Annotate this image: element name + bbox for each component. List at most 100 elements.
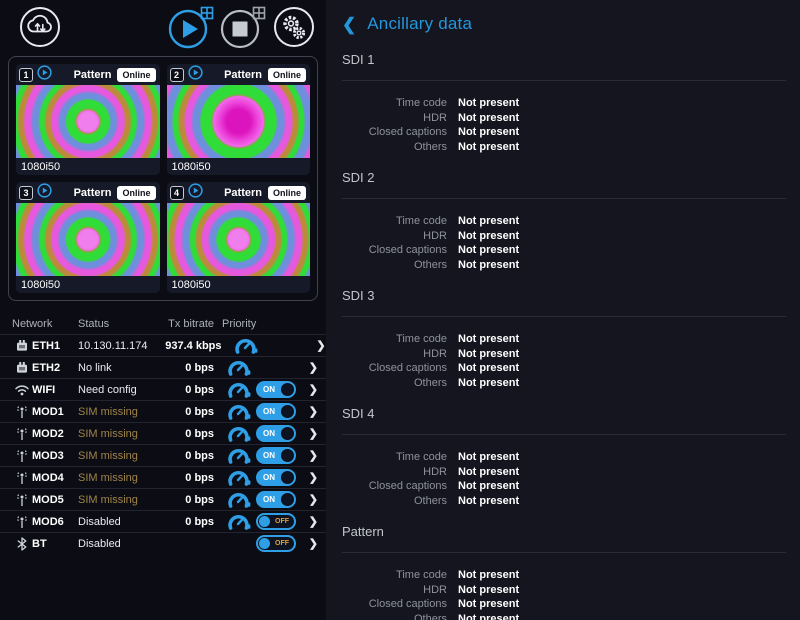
priority-gauge-icon[interactable] bbox=[220, 491, 256, 509]
divider bbox=[342, 198, 786, 199]
network-name: MOD6 bbox=[32, 515, 64, 528]
network-row-eth1[interactable]: ETH1 10.130.11.174 937.4 kbps ❯ bbox=[0, 334, 326, 356]
video-tile-1[interactable]: 1 Pattern Online 1080i50 bbox=[16, 64, 160, 175]
network-status: 10.130.11.174 bbox=[78, 339, 148, 352]
network-row-bt[interactable]: BT Disabled OFF ❯ bbox=[0, 532, 326, 554]
toggle-on[interactable]: ON bbox=[256, 403, 296, 420]
row-value: Not present bbox=[458, 583, 520, 596]
tile-status-badge: Online bbox=[117, 185, 156, 200]
settings-button[interactable] bbox=[272, 5, 316, 52]
tile-header: 2 Pattern Online bbox=[167, 64, 311, 85]
section-title: SDI 4 bbox=[342, 406, 375, 421]
video-tile-2[interactable]: 2 Pattern Online 1080i50 bbox=[166, 64, 311, 175]
video-preview[interactable] bbox=[166, 203, 310, 276]
video-preview[interactable] bbox=[16, 203, 160, 276]
row-label: Time code bbox=[396, 333, 447, 345]
ancillary-row: Closed captions Not present bbox=[342, 479, 786, 494]
toggle-knob bbox=[281, 493, 294, 506]
chevron-right-icon[interactable]: ❯ bbox=[308, 472, 318, 484]
chevron-right-icon[interactable]: ❯ bbox=[308, 450, 318, 462]
priority-gauge-icon[interactable] bbox=[220, 447, 256, 465]
network-row-mod3[interactable]: MOD3 SIM missing 0 bps ON ❯ bbox=[0, 444, 326, 466]
toggle-off[interactable]: OFF bbox=[256, 535, 296, 552]
network-row-mod5[interactable]: MOD5 SIM missing 0 bps ON ❯ bbox=[0, 488, 326, 510]
row-label: Closed captions bbox=[368, 362, 447, 374]
chevron-right-icon[interactable]: ❯ bbox=[308, 384, 318, 396]
row-label: HDR bbox=[423, 347, 447, 360]
section-title: SDI 3 bbox=[342, 288, 375, 303]
tile-number-badge: 2 bbox=[169, 67, 184, 82]
network-status: Need config bbox=[78, 383, 137, 396]
network-bitrate: 0 bps bbox=[185, 427, 214, 440]
row-label: Time code bbox=[396, 451, 447, 463]
toggle-label: OFF bbox=[275, 540, 289, 547]
section-sdi2: SDI 2 Time code Not present HDR Not presen… bbox=[342, 170, 786, 272]
video-tile-4[interactable]: 4 Pattern Online 1080i50 bbox=[166, 182, 310, 293]
toggle-on[interactable]: ON bbox=[256, 381, 296, 398]
row-value: Not present bbox=[458, 333, 520, 345]
row-label: HDR bbox=[423, 465, 447, 478]
ancillary-row: Others Not present bbox=[342, 258, 786, 273]
cloud-sync-button[interactable] bbox=[18, 5, 62, 52]
priority-gauge-icon[interactable] bbox=[220, 513, 256, 531]
toggle-on[interactable]: ON bbox=[256, 491, 296, 508]
network-status: No link bbox=[78, 361, 112, 374]
chevron-right-icon[interactable]: ❯ bbox=[308, 494, 318, 506]
chevron-right-icon[interactable]: ❯ bbox=[308, 362, 318, 374]
priority-gauge-icon[interactable] bbox=[220, 425, 256, 443]
network-bitrate: 0 bps bbox=[185, 405, 214, 418]
left-panel: 1 Pattern Online 1080i50 2 Pattern Onlin… bbox=[0, 0, 326, 620]
toggle-label: ON bbox=[263, 407, 275, 416]
ancillary-row: Others Not present bbox=[342, 140, 786, 155]
section-title: Pattern bbox=[342, 524, 384, 539]
row-value: Not present bbox=[458, 569, 520, 581]
network-row-eth2[interactable]: ETH2 No link 0 bps ❯ bbox=[0, 356, 326, 378]
priority-gauge-icon[interactable] bbox=[220, 469, 256, 487]
ethernet-icon bbox=[12, 361, 32, 374]
video-tiles-grid: 1 Pattern Online 1080i50 2 Pattern Onlin… bbox=[8, 56, 318, 301]
chevron-right-icon[interactable]: ❯ bbox=[308, 406, 318, 418]
priority-gauge-icon[interactable] bbox=[228, 337, 264, 355]
network-name: BT bbox=[32, 537, 47, 550]
chevron-right-icon[interactable]: ❯ bbox=[316, 340, 326, 352]
stop-all-button[interactable] bbox=[220, 5, 268, 52]
network-row-mod2[interactable]: MOD2 SIM missing 0 bps ON ❯ bbox=[0, 422, 326, 444]
network-row-mod6[interactable]: MOD6 Disabled 0 bps OFF ❯ bbox=[0, 510, 326, 532]
divider bbox=[342, 552, 786, 553]
back-chevron-icon[interactable]: ❮ bbox=[342, 14, 357, 34]
toggle-off[interactable]: OFF bbox=[256, 513, 296, 530]
priority-gauge-icon[interactable] bbox=[220, 359, 256, 377]
chevron-right-icon[interactable]: ❯ bbox=[308, 516, 318, 528]
video-preview[interactable] bbox=[166, 85, 310, 158]
network-row-mod1[interactable]: MOD1 SIM missing 0 bps ON ❯ bbox=[0, 400, 326, 422]
network-name: MOD5 bbox=[32, 493, 64, 506]
row-label: HDR bbox=[423, 583, 447, 596]
play-icon[interactable] bbox=[187, 64, 203, 85]
network-status: SIM missing bbox=[78, 427, 138, 440]
toggle-on[interactable]: ON bbox=[256, 469, 296, 486]
play-icon[interactable] bbox=[187, 182, 203, 203]
section-pattern: Pattern Time code Not present HDR Not pres… bbox=[342, 524, 786, 620]
chevron-right-icon[interactable]: ❯ bbox=[308, 428, 318, 440]
play-icon[interactable] bbox=[37, 182, 52, 203]
network-row-mod4[interactable]: MOD4 SIM missing 0 bps ON ❯ bbox=[0, 466, 326, 488]
row-value: Not present bbox=[458, 97, 520, 109]
row-value: Not present bbox=[458, 494, 520, 507]
toggle-on[interactable]: ON bbox=[256, 447, 296, 464]
chevron-right-icon[interactable]: ❯ bbox=[308, 538, 318, 550]
video-preview[interactable] bbox=[16, 85, 160, 158]
priority-gauge-icon[interactable] bbox=[220, 403, 256, 421]
network-row-wifi[interactable]: WIFI Need config 0 bps ON ❯ bbox=[0, 378, 326, 400]
tile-number-badge: 3 bbox=[19, 185, 33, 200]
play-icon[interactable] bbox=[37, 64, 52, 85]
section-title: SDI 1 bbox=[342, 52, 375, 67]
tile-status-badge: Online bbox=[267, 185, 306, 200]
ancillary-row: Time code Not present bbox=[342, 214, 786, 229]
video-tile-3[interactable]: 3 Pattern Online 1080i50 bbox=[16, 182, 160, 293]
row-value: Not present bbox=[458, 376, 520, 389]
start-all-button[interactable] bbox=[168, 5, 216, 52]
toggle-on[interactable]: ON bbox=[256, 425, 296, 442]
priority-gauge-icon[interactable] bbox=[220, 381, 256, 399]
row-value: Not present bbox=[458, 111, 520, 124]
divider bbox=[342, 80, 786, 81]
